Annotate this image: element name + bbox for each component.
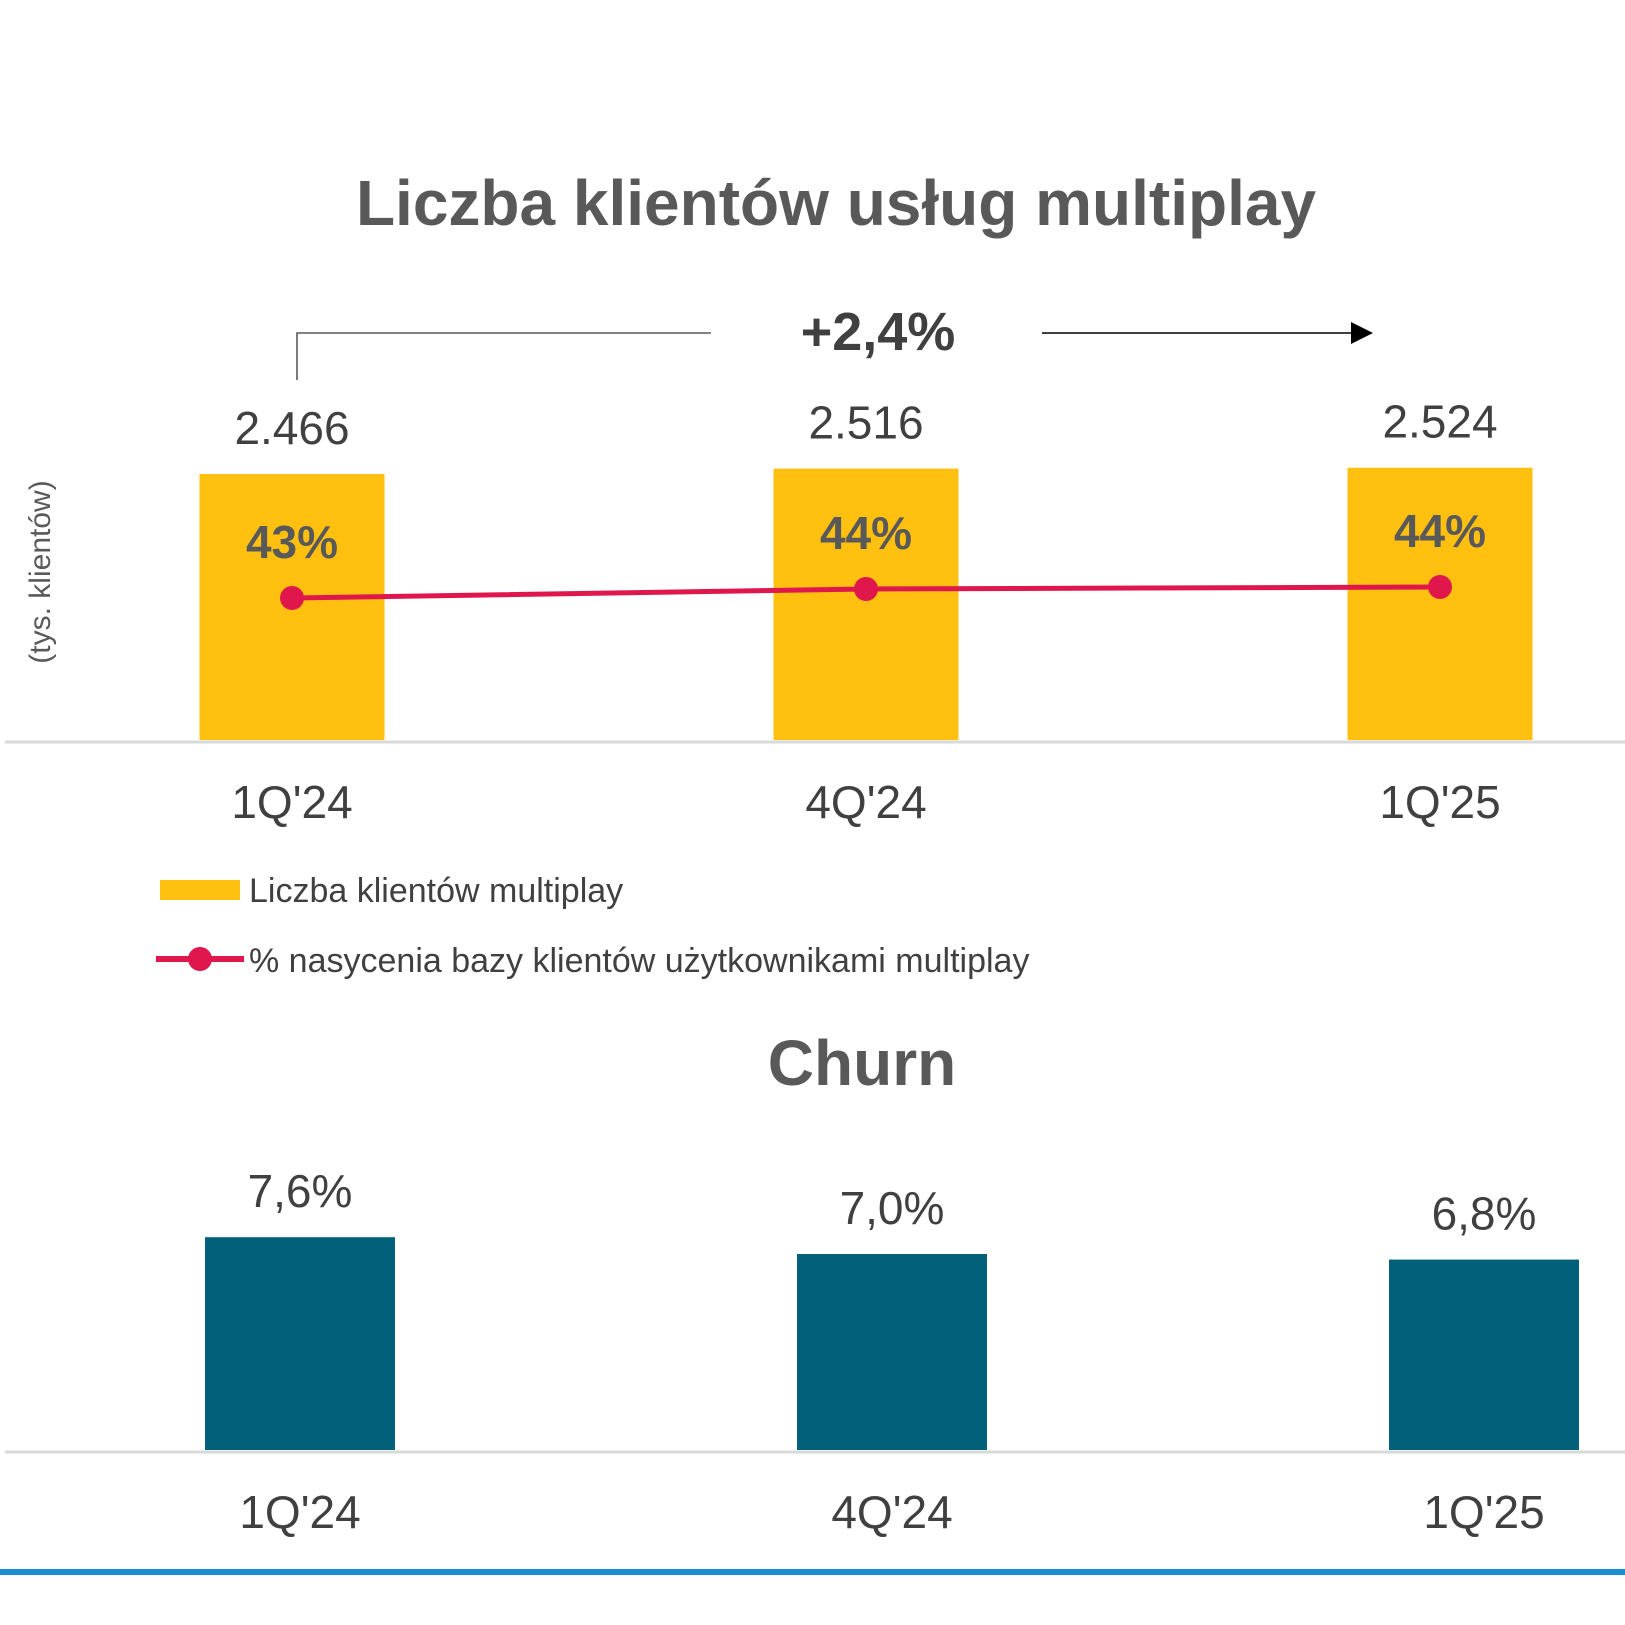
legend: Liczba klientów multiplay % nasycenia ba… — [156, 872, 1029, 980]
multiplay-labels: 2.466 43% 1Q'24 2.516 44% 4Q'24 2.524 44% 1Q'25 — [231, 396, 1500, 828]
churn-x-tick-label-1: 4Q'24 — [831, 1486, 952, 1538]
saturation-line — [280, 575, 1452, 610]
multiplay-chart: Liczba klientów usług multiplay (tys. kl… — [5, 167, 1625, 980]
y-axis-label: (tys. klientów) — [24, 480, 57, 663]
churn-bars — [205, 1237, 1579, 1450]
x-tick-label-1: 4Q'24 — [805, 776, 926, 828]
churn-value-label-0: 7,6% — [248, 1165, 353, 1217]
line-point-2 — [1428, 575, 1452, 599]
growth-arrow-head — [1351, 322, 1373, 344]
bar-value-label-2: 2.524 — [1382, 396, 1497, 448]
line-value-label-2: 44% — [1394, 505, 1486, 557]
legend-label-line: % nasycenia bazy klientów użytkownikami … — [249, 942, 1029, 980]
legend-item-bars: Liczba klientów multiplay — [160, 872, 623, 910]
multiplay-bars — [199, 467, 1533, 740]
legend-swatch-marker — [188, 947, 212, 971]
bar-value-label-1: 2.516 — [808, 397, 923, 449]
growth-bracket-left-line — [296, 332, 711, 380]
bar-churn-1 — [797, 1254, 987, 1450]
churn-x-tick-label-2: 1Q'25 — [1423, 1486, 1544, 1538]
churn-chart: Churn 7,6% 1Q'24 7,0% 4Q'24 6,8% 1Q'25 — [5, 1027, 1625, 1538]
bar-value-label-0: 2.466 — [234, 402, 349, 454]
x-tick-label-0: 1Q'24 — [231, 776, 352, 828]
line-value-label-0: 43% — [246, 516, 338, 568]
x-tick-label-2: 1Q'25 — [1379, 776, 1500, 828]
multiplay-chart-title: Liczba klientów usług multiplay — [356, 167, 1317, 239]
footer-rule — [0, 1569, 1625, 1575]
churn-value-label-2: 6,8% — [1432, 1188, 1537, 1240]
line-point-1 — [854, 577, 878, 601]
churn-labels: 7,6% 1Q'24 7,0% 4Q'24 6,8% 1Q'25 — [239, 1165, 1544, 1538]
line-point-0 — [280, 586, 304, 610]
bar-multiplay-1 — [773, 468, 959, 740]
legend-swatch-bars — [160, 880, 240, 900]
churn-value-label-1: 7,0% — [840, 1182, 945, 1234]
churn-x-tick-label-0: 1Q'24 — [239, 1486, 360, 1538]
churn-chart-title: Churn — [768, 1027, 956, 1099]
bar-multiplay-2 — [1347, 467, 1533, 740]
legend-item-line: % nasycenia bazy klientów użytkownikami … — [156, 942, 1029, 980]
growth-bracket: +2,4% — [296, 302, 1373, 380]
bar-churn-2 — [1389, 1259, 1579, 1450]
legend-label-bars: Liczba klientów multiplay — [249, 872, 623, 910]
bar-churn-0 — [205, 1237, 395, 1450]
line-value-label-1: 44% — [820, 507, 912, 559]
growth-annotation: +2,4% — [801, 302, 956, 362]
